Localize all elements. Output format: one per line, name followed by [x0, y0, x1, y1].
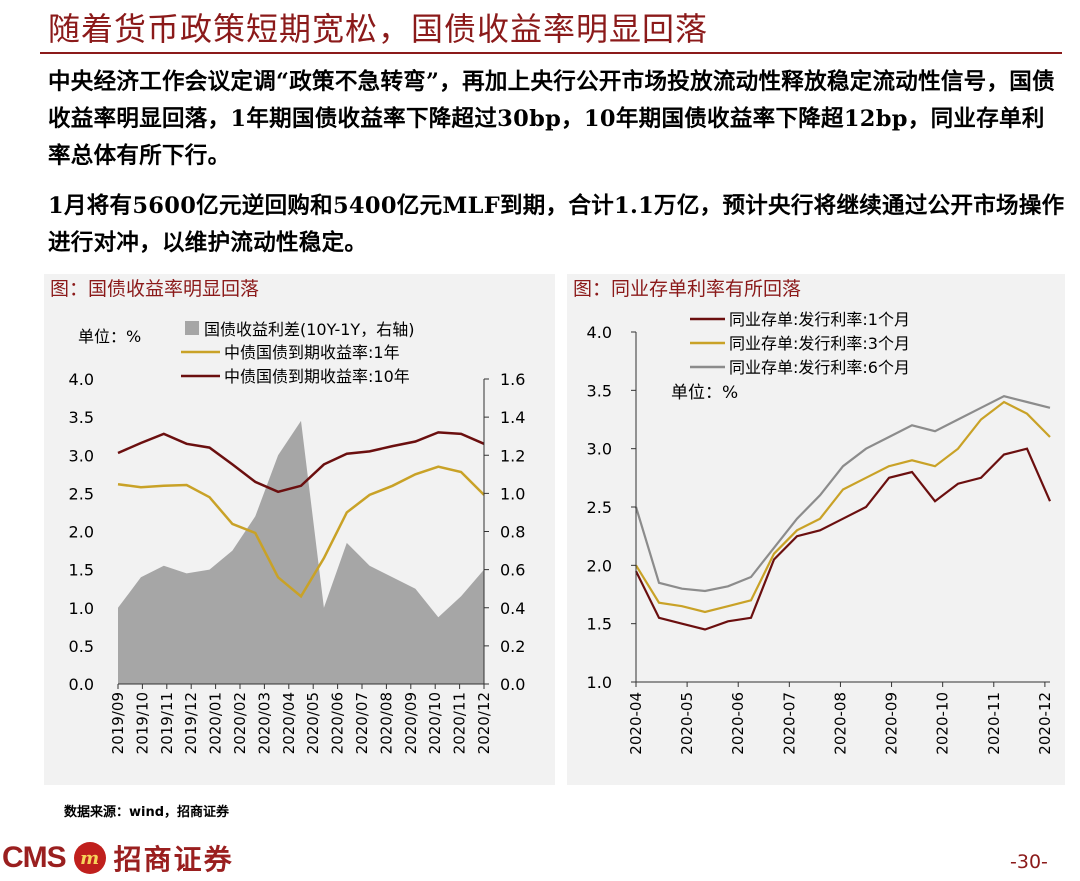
y-tick-label: 0.0 — [69, 675, 94, 694]
y-tick-label: 0.5 — [69, 637, 94, 656]
x-tick-label: 2020-10 — [934, 692, 952, 755]
page-title: 随着货币政策短期宽松，国债收益率明显回落 — [48, 10, 709, 48]
legend-swatch — [185, 321, 199, 335]
chart-title: 图：同业存单利率有所回落 — [573, 278, 802, 300]
y-tick-label: 1.5 — [587, 615, 612, 634]
y-tick-label: 2.0 — [69, 523, 94, 542]
y2-tick-label: 1.6 — [500, 370, 525, 389]
y-tick-label: 2.5 — [587, 498, 612, 517]
y-tick-label: 4.0 — [69, 370, 94, 389]
y-tick-label: 2.5 — [69, 484, 94, 503]
logo-name: 招商证券 — [113, 843, 234, 876]
unit-label: 单位：% — [671, 383, 738, 403]
y-tick-label: 1.0 — [587, 673, 612, 692]
ncd-6m-line — [634, 395, 1051, 593]
x-tick-label: 2020/08 — [377, 692, 395, 754]
x-tick-label: 2020-06 — [729, 692, 747, 755]
legend-label: 中债国债到期收益率:10年 — [224, 367, 410, 386]
x-tick-label: 2020-11 — [985, 692, 1003, 755]
spread-area — [118, 420, 484, 684]
bond-yield-chart: 单位：% 0.0 0.5 1.0 1.5 2.0 2.5 3.0 3.5 4.0 0.0 0.2 0.4… — [69, 320, 526, 754]
x-tick-label: 2020/01 — [207, 692, 225, 754]
ncd-1m-line — [635, 447, 1052, 631]
x-tick-label: 2019/12 — [182, 692, 200, 754]
x-tick-label: 2020/09 — [402, 692, 420, 754]
y2-tick-label: 0.2 — [500, 637, 525, 656]
ncd-rate-chart: 1.0 1.5 2.0 2.5 3.0 3.5 4.0 2020-04 2020-05 2020-… — [587, 310, 1054, 755]
y2-tick-label: 0.0 — [500, 675, 525, 694]
yield-10y-line — [117, 431, 485, 494]
logo-badge-icon: m — [73, 842, 106, 874]
legend-label: 同业存单:发行利率:3个月 — [729, 334, 910, 353]
legend-label: 同业存单:发行利率:6个月 — [729, 358, 910, 377]
x-tick-label: 2020-09 — [883, 692, 901, 755]
bond-yield-chart-panel: 图：国债收益率明显回落 单位：% 0.0 0.5 1.0 1.5 2.0 2.5 3.0 3.5… — [44, 274, 555, 785]
y2-tick-label: 0.4 — [500, 599, 525, 618]
y-tick-label: 3.5 — [587, 381, 612, 400]
y-tick-label: 3.5 — [69, 408, 94, 427]
data-source: 数据来源：wind，招商证券 — [64, 805, 230, 820]
x-tick-label: 2020/12 — [475, 692, 493, 754]
y2-tick-label: 0.6 — [500, 561, 525, 580]
legend-label: 中债国债到期收益率:1年 — [224, 343, 400, 362]
y-tick-label: 3.0 — [587, 440, 612, 459]
x-tick-label: 2020-08 — [831, 692, 849, 755]
x-tick-label: 2019/09 — [109, 692, 127, 754]
summary-paragraph-1: 中央经济工作会议定调“政策不急转弯”，再加上央行公开市场投放流动性释放稳定流动性… — [48, 69, 1055, 169]
x-tick-label: 2019/11 — [158, 692, 176, 754]
x-tick-label: 2020-05 — [678, 692, 696, 755]
y2-tick-label: 1.4 — [500, 408, 525, 427]
x-tick-label: 2020/02 — [231, 692, 249, 754]
x-tick-label: 2019/10 — [133, 692, 151, 754]
x-tick-label: 2020/03 — [255, 692, 273, 754]
y2-tick-label: 1.0 — [500, 484, 525, 503]
x-tick-label: 2020/04 — [280, 692, 298, 754]
x-tick-label: 2020-12 — [1036, 692, 1054, 755]
x-tick-label: 2020/07 — [353, 692, 371, 754]
summary-paragraph-2: 1月将有5600亿元逆回购和5400亿元MLF到期，合计1.1万亿，预计央行将继… — [48, 193, 1065, 256]
title-divider — [40, 52, 1062, 54]
y-tick-label: 1.5 — [69, 561, 94, 580]
yield-1y-line — [117, 465, 485, 599]
x-tick-label: 2020-04 — [627, 692, 645, 755]
page-number: -30- — [1010, 851, 1048, 873]
y2-tick-label: 1.2 — [500, 446, 525, 465]
unit-label: 单位：% — [78, 327, 141, 346]
y2-tick-label: 0.8 — [500, 523, 525, 542]
y-tick-label: 2.0 — [587, 556, 612, 575]
legend-label: 同业存单:发行利率:1个月 — [729, 310, 910, 329]
y-tick-label: 1.0 — [69, 599, 94, 618]
x-tick-label: 2020/06 — [329, 692, 347, 754]
y-tick-label: 4.0 — [587, 323, 612, 342]
x-tick-label: 2020/11 — [451, 692, 469, 754]
x-tick-label: 2020/05 — [304, 692, 322, 754]
ncd-3m-line — [635, 400, 1051, 614]
chart-title: 图：国债收益率明显回落 — [50, 278, 260, 300]
x-tick-label: 2020-07 — [780, 692, 798, 755]
company-logo: CMS m 招商证券 — [2, 838, 234, 878]
legend-label: 国债收益利差(10Y-1Y，右轴) — [204, 320, 414, 339]
ncd-rate-chart-panel: 图：同业存单利率有所回落 1.0 1.5 2.0 2.5 3.0 3.5 4.0 2020-0… — [567, 274, 1065, 785]
y-tick-label: 3.0 — [69, 446, 94, 465]
logo-brand: CMS — [2, 841, 67, 874]
x-tick-label: 2020/10 — [426, 692, 444, 754]
